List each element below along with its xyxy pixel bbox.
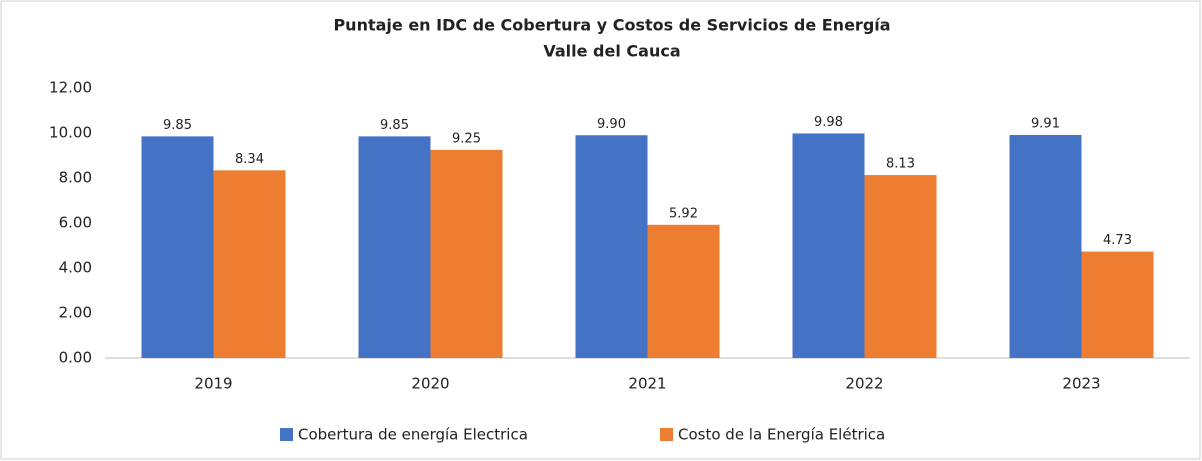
value-label: 8.13 xyxy=(886,157,915,172)
bar xyxy=(1009,135,1082,358)
bar xyxy=(430,149,503,358)
y-tick-label: 10.00 xyxy=(49,124,92,142)
bar xyxy=(864,175,937,358)
bar xyxy=(647,224,720,358)
y-tick-label: 4.00 xyxy=(59,259,92,277)
value-label: 9.85 xyxy=(380,118,409,133)
x-tick-label: 2023 xyxy=(1062,375,1100,393)
legend-label: Costo de la Energía Elétrica xyxy=(678,426,885,444)
bar xyxy=(792,133,865,358)
y-tick-label: 6.00 xyxy=(59,214,92,232)
x-tick-label: 2020 xyxy=(411,375,449,393)
value-label: 9.25 xyxy=(452,131,481,146)
x-tick-label: 2022 xyxy=(845,375,883,393)
legend-label: Cobertura de energía Electrica xyxy=(298,426,528,444)
value-label: 5.92 xyxy=(669,206,698,221)
y-tick-label: 8.00 xyxy=(59,169,92,187)
value-label: 8.34 xyxy=(235,152,264,167)
legend-swatch xyxy=(280,428,293,441)
y-tick-label: 12.00 xyxy=(49,79,92,97)
value-label: 9.98 xyxy=(814,115,843,130)
bar xyxy=(141,136,214,358)
value-label: 4.73 xyxy=(1103,233,1132,248)
chart-subtitle: Valle del Cauca xyxy=(543,42,680,61)
bar xyxy=(213,170,286,358)
y-tick-label: 2.00 xyxy=(59,304,92,322)
bar xyxy=(575,135,648,358)
value-label: 9.90 xyxy=(597,117,626,132)
chart-title: Puntaje en IDC de Cobertura y Costos de … xyxy=(333,16,890,35)
legend-swatch xyxy=(660,428,673,441)
x-tick-label: 2019 xyxy=(194,375,232,393)
bar xyxy=(358,136,431,358)
bar xyxy=(1081,251,1154,358)
x-tick-label: 2021 xyxy=(628,375,666,393)
value-label: 9.91 xyxy=(1031,117,1060,132)
value-label: 9.85 xyxy=(163,118,192,133)
y-tick-label: 0.00 xyxy=(59,349,92,367)
